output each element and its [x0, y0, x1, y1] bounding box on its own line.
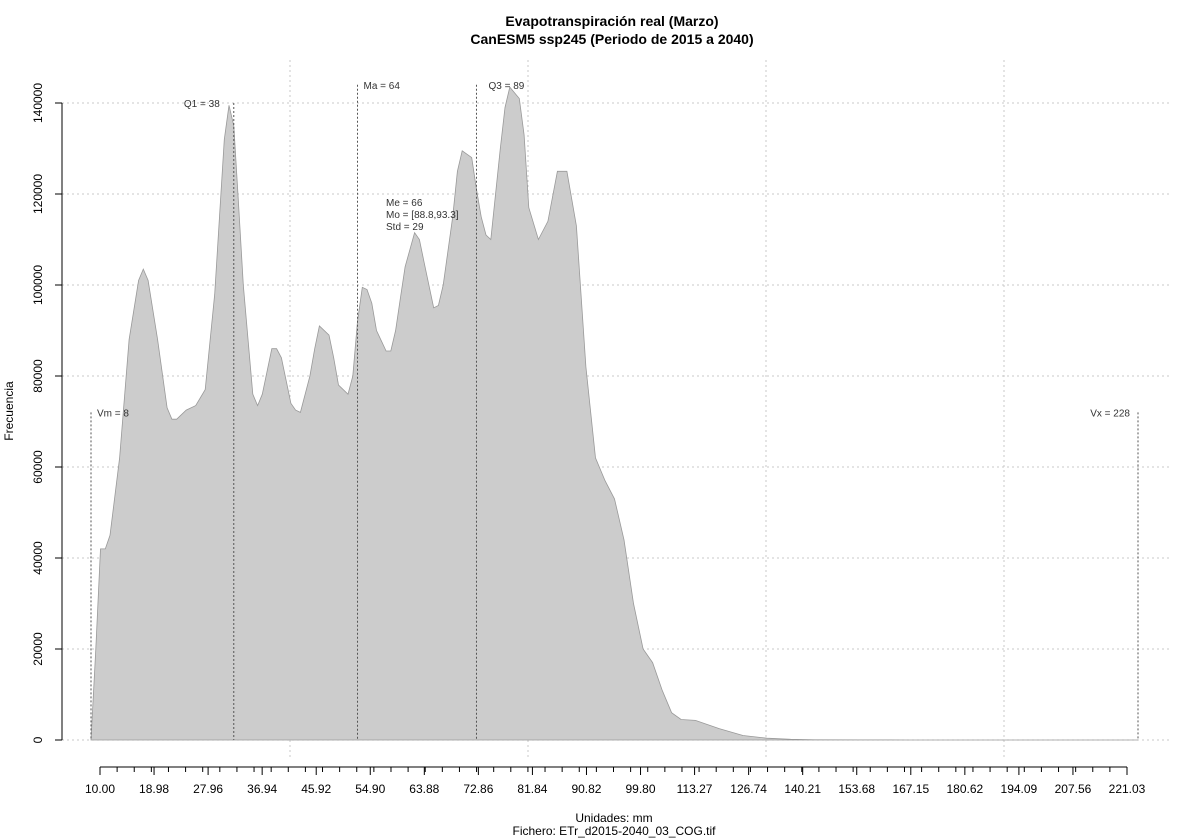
- x-tick-label: 45.92: [301, 782, 331, 796]
- file-caption: Fichero: ETr_d2015-2040_03_COG.tif: [513, 824, 717, 838]
- y-axis-title: Frecuencia: [2, 381, 16, 441]
- x-tick-label: 27.96: [193, 782, 223, 796]
- x-tick-label: 126.74: [730, 782, 767, 796]
- y-tick-label: 140000: [31, 83, 45, 123]
- axes-layer: 0 20000 40000 60000 80000 100000 120000 140000 1…: [31, 83, 1146, 796]
- x-tick-label: 167.15: [892, 782, 929, 796]
- chart-subtitle: CanESM5 ssp245 (Periodo de 2015 a 2040): [470, 31, 753, 47]
- x-tick-label: 36.94: [247, 782, 277, 796]
- x-tick-label: 72.86: [463, 782, 493, 796]
- chart-title: Evapotranspiración real (Marzo): [505, 13, 718, 29]
- x-tick-label: 207.56: [1055, 782, 1092, 796]
- stat-std: Std = 29: [386, 222, 424, 233]
- annotation-label-vx: Vx = 228: [1090, 408, 1130, 419]
- x-tick-label: 140.21: [784, 782, 821, 796]
- y-tick-label: 120000: [31, 174, 45, 214]
- x-tick-label: 81.84: [517, 782, 547, 796]
- annotation-label-ma: Ma = 64: [364, 81, 401, 92]
- frequency-area: [90, 86, 1138, 741]
- y-tick-label: 40000: [31, 541, 45, 575]
- y-tick-label: 20000: [31, 632, 45, 666]
- annotation-label-q1: Q1 = 38: [184, 99, 220, 110]
- y-tick-label: 80000: [31, 359, 45, 393]
- x-tick-label: 10.00: [85, 782, 115, 796]
- x-tick-label: 54.90: [355, 782, 385, 796]
- x-tick-label: 221.03: [1109, 782, 1146, 796]
- stat-mode: Mo = [88.8,93.3]: [386, 210, 459, 221]
- x-tick-label: 194.09: [1001, 782, 1038, 796]
- annotation-label-q3: Q3 = 89: [488, 81, 524, 92]
- annotations-layer: Vm = 8 Q1 = 38 Ma = 64 Q3 = 89 Vx = 228: [90, 81, 1139, 740]
- y-tick-label: 100000: [31, 265, 45, 305]
- x-tick-label: 18.98: [139, 782, 169, 796]
- x-tick-label: 153.68: [838, 782, 875, 796]
- x-tick-label: 63.88: [409, 782, 439, 796]
- x-axis-title: Unidades: mm: [575, 811, 652, 825]
- x-tick-label: 90.82: [571, 782, 601, 796]
- y-tick-label: 60000: [31, 450, 45, 484]
- x-tick-label: 99.80: [626, 782, 656, 796]
- stat-mean: Me = 66: [386, 198, 423, 209]
- x-tick-label: 180.62: [946, 782, 983, 796]
- y-tick-label: 0: [31, 736, 45, 743]
- annotation-label-vm: Vm = 8: [97, 408, 129, 419]
- x-tick-label: 113.27: [677, 782, 713, 796]
